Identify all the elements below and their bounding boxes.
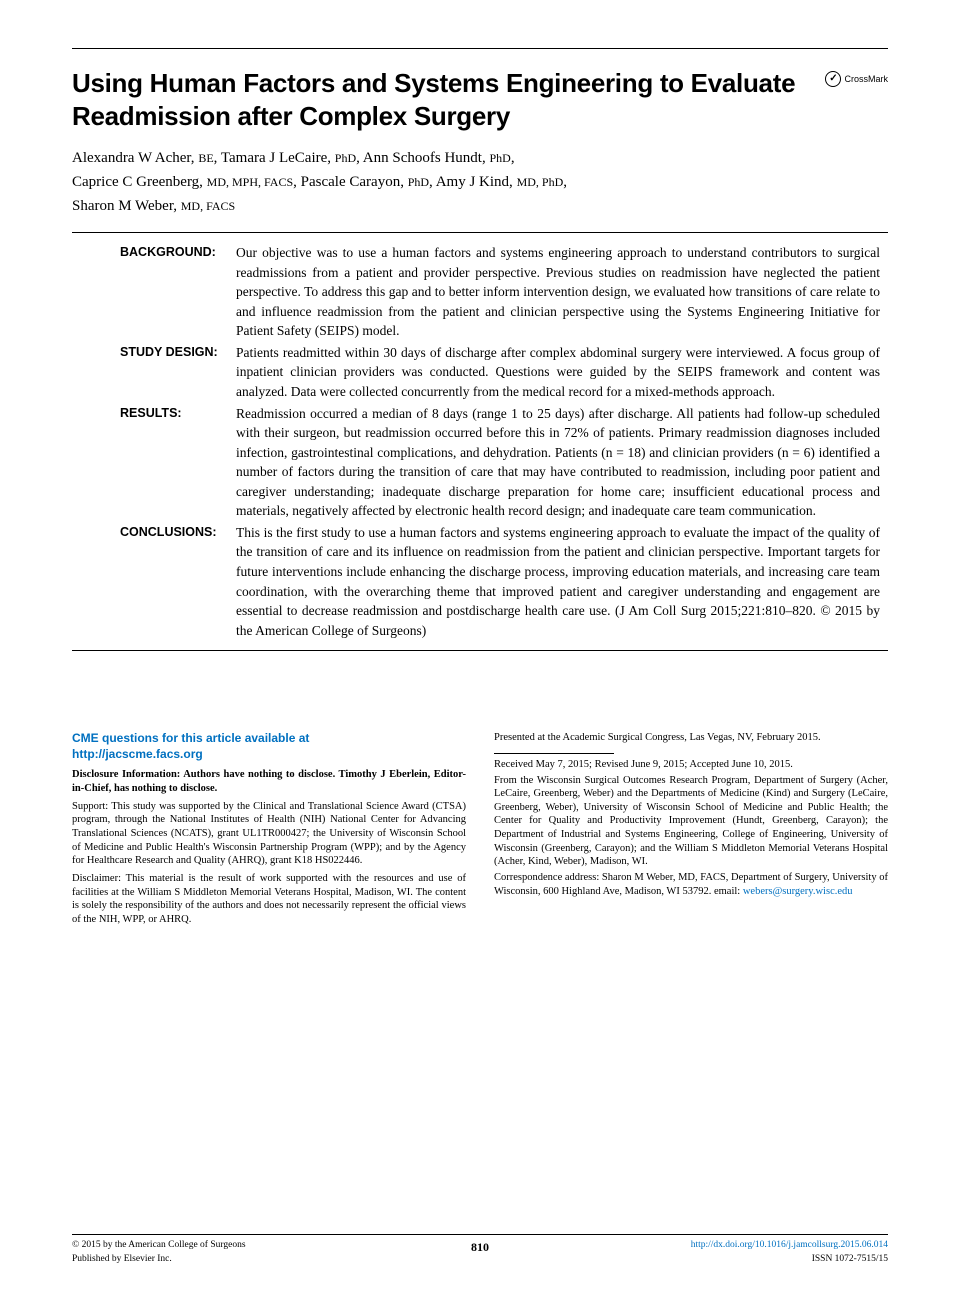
- crossmark-label: CrossMark: [844, 73, 888, 86]
- footer-publisher: Published by Elsevier Inc.: [72, 1254, 172, 1264]
- abs-label-background: BACKGROUND:: [120, 243, 236, 341]
- abs-text-conclusions: This is the first study to use a human f…: [236, 523, 880, 640]
- short-rule: [494, 753, 614, 754]
- article-title: Using Human Factors and Systems Engineer…: [72, 67, 825, 132]
- support-text: Support: This study was supported by the…: [72, 800, 466, 868]
- footer-copyright: © 2015 by the American College of Surgeo…: [72, 1240, 246, 1250]
- page-footer: © 2015 by the American College of Surgeo…: [72, 1234, 888, 1266]
- footnote-col-left: CME questions for this article available…: [72, 731, 466, 926]
- abstract-results: RESULTS: Readmission occurred a median o…: [120, 404, 880, 521]
- cme-link[interactable]: http://jacscme.facs.org: [72, 747, 203, 761]
- structured-abstract: BACKGROUND: Our objective was to use a h…: [120, 243, 880, 640]
- top-rule: [72, 48, 888, 49]
- abstract-conclusions: CONCLUSIONS: This is the first study to …: [120, 523, 880, 640]
- abstract-design: STUDY DESIGN: Patients readmitted within…: [120, 343, 880, 402]
- cme-heading: CME questions for this article available…: [72, 731, 466, 762]
- doi-link[interactable]: http://dx.doi.org/10.1016/j.jamcollsurg.…: [691, 1240, 888, 1250]
- cme-line1: CME questions for this article available…: [72, 731, 309, 745]
- correspondence-text: Correspondence address: Sharon M Weber, …: [494, 871, 888, 898]
- disclaimer-text: Disclaimer: This material is the result …: [72, 872, 466, 927]
- footer-left: © 2015 by the American College of Surgeo…: [72, 1239, 450, 1266]
- abs-label-design: STUDY DESIGN:: [120, 343, 236, 402]
- crossmark-icon: ✓: [825, 71, 841, 87]
- affiliations-text: From the Wisconsin Surgical Outcomes Res…: [494, 774, 888, 869]
- footnote-columns: CME questions for this article available…: [72, 731, 888, 926]
- abs-label-conclusions: CONCLUSIONS:: [120, 523, 236, 640]
- abstract-background: BACKGROUND: Our objective was to use a h…: [120, 243, 880, 341]
- footer-page-number: 810: [450, 1239, 510, 1266]
- disclosure-text: Disclosure Information: Authors have not…: [72, 768, 466, 795]
- abs-text-results: Readmission occurred a median of 8 days …: [236, 404, 880, 521]
- abs-text-design: Patients readmitted within 30 days of di…: [236, 343, 880, 402]
- footer-issn: ISSN 1072-7515/15: [812, 1254, 888, 1264]
- email-link[interactable]: webers@surgery.wisc.edu: [743, 886, 853, 897]
- abs-label-results: RESULTS:: [120, 404, 236, 521]
- title-row: Using Human Factors and Systems Engineer…: [72, 67, 888, 132]
- authors-block: Alexandra W Acher, BE, Tamara J LeCaire,…: [72, 146, 888, 218]
- crossmark-badge[interactable]: ✓ CrossMark: [825, 71, 888, 87]
- abs-text-background: Our objective was to use a human factors…: [236, 243, 880, 341]
- abstract-top-rule: [72, 232, 888, 233]
- footnote-col-right: Presented at the Academic Surgical Congr…: [494, 731, 888, 926]
- abstract-bottom-rule: [72, 650, 888, 651]
- received-text: Received May 7, 2015; Revised June 9, 20…: [494, 758, 888, 772]
- footer-right: http://dx.doi.org/10.1016/j.jamcollsurg.…: [510, 1239, 888, 1266]
- presented-text: Presented at the Academic Surgical Congr…: [494, 731, 888, 745]
